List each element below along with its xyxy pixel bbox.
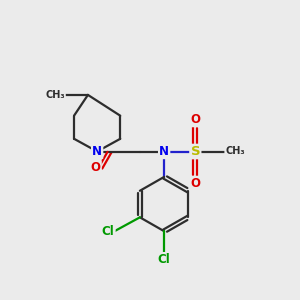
- Text: N: N: [92, 145, 102, 158]
- Text: CH₃: CH₃: [45, 90, 65, 100]
- Text: O: O: [190, 177, 200, 190]
- Text: S: S: [190, 145, 200, 158]
- Text: CH₃: CH₃: [225, 146, 245, 157]
- Text: O: O: [91, 161, 100, 174]
- Text: N: N: [159, 145, 169, 158]
- Text: O: O: [190, 113, 200, 126]
- Text: Cl: Cl: [102, 225, 115, 238]
- Text: Cl: Cl: [158, 253, 170, 266]
